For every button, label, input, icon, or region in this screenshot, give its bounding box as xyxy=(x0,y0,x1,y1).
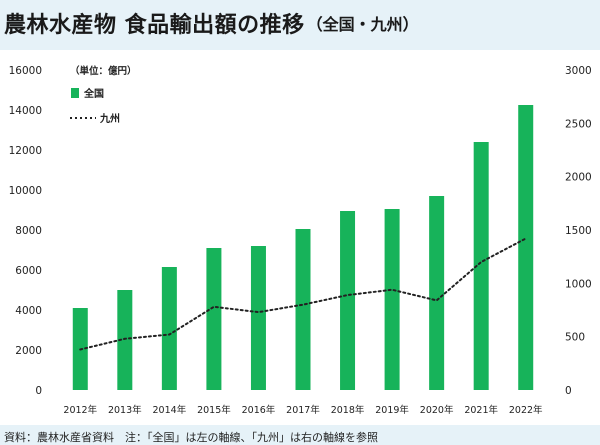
chart-panel: 0 2000 4000 6000 8000 10000 12000 14000 16000 0 5… xyxy=(0,50,600,425)
bar-2015年 xyxy=(206,248,222,390)
chart-title: 農林水産物 食品輸出額の推移 xyxy=(4,13,305,38)
legend-swatch-bar xyxy=(71,88,79,98)
bar-2022年 xyxy=(518,105,534,390)
right-axis-tick: 3000 xyxy=(565,65,592,77)
x-axis-tick: 2013年 xyxy=(108,404,142,416)
left-axis-tick: 14000 xyxy=(9,105,42,117)
bar-2017年 xyxy=(295,229,311,390)
bar-2019年 xyxy=(384,209,400,390)
bar-2020年 xyxy=(429,196,445,390)
bar-2014年 xyxy=(161,267,177,390)
chart-svg: 0 2000 4000 6000 8000 10000 12000 14000 16000 0 5… xyxy=(9,65,592,416)
x-axis-tick: 2017年 xyxy=(286,404,320,416)
bar-2013年 xyxy=(117,290,133,390)
x-axis-tick: 2015年 xyxy=(197,404,231,416)
x-axis-tick: 2021年 xyxy=(464,404,498,416)
line-series-kyushu xyxy=(79,237,527,351)
right-axis-tick: 2500 xyxy=(565,118,592,130)
title-bar: 農林水産物 食品輸出額の推移 （全国・九州） xyxy=(0,0,600,46)
x-axis-tick: 2019年 xyxy=(375,404,409,416)
bar-2018年 xyxy=(340,211,356,390)
left-axis-tick: 10000 xyxy=(9,185,42,197)
left-axis-tick: 0 xyxy=(35,385,42,397)
left-axis-tick: 2000 xyxy=(15,345,42,357)
left-axis-tick: 16000 xyxy=(9,65,42,77)
right-axis-tick: 2000 xyxy=(565,172,592,184)
legend-label-line: 九州 xyxy=(99,112,120,125)
left-axis-tick: 6000 xyxy=(15,265,42,277)
legend-label-bar: 全国 xyxy=(83,87,104,100)
left-axis-tick: 12000 xyxy=(9,145,42,157)
x-axis-tick: 2020年 xyxy=(420,404,454,416)
bar-2016年 xyxy=(250,246,266,390)
bar-2021年 xyxy=(473,142,489,390)
unit-label: （単位：億円） xyxy=(70,65,137,77)
x-axis-tick: 2016年 xyxy=(242,404,276,416)
x-axis-tick: 2012年 xyxy=(63,404,97,416)
right-axis-tick: 0 xyxy=(565,385,572,397)
x-axis-tick: 2014年 xyxy=(153,404,187,416)
x-axis-tick: 2018年 xyxy=(331,404,365,416)
left-axis-tick: 4000 xyxy=(15,305,42,317)
source-note: 資料：農林水産省資料 注：「全国」は左の軸線、「九州」は右の軸線を参照 xyxy=(4,431,378,444)
left-axis-tick: 8000 xyxy=(15,225,42,237)
x-axis-tick: 2022年 xyxy=(509,404,543,416)
right-axis-tick: 1000 xyxy=(565,278,592,290)
chart-subtitle: （全国・九州） xyxy=(306,15,419,34)
right-axis-tick: 1500 xyxy=(565,225,592,237)
right-axis-tick: 500 xyxy=(565,332,585,344)
